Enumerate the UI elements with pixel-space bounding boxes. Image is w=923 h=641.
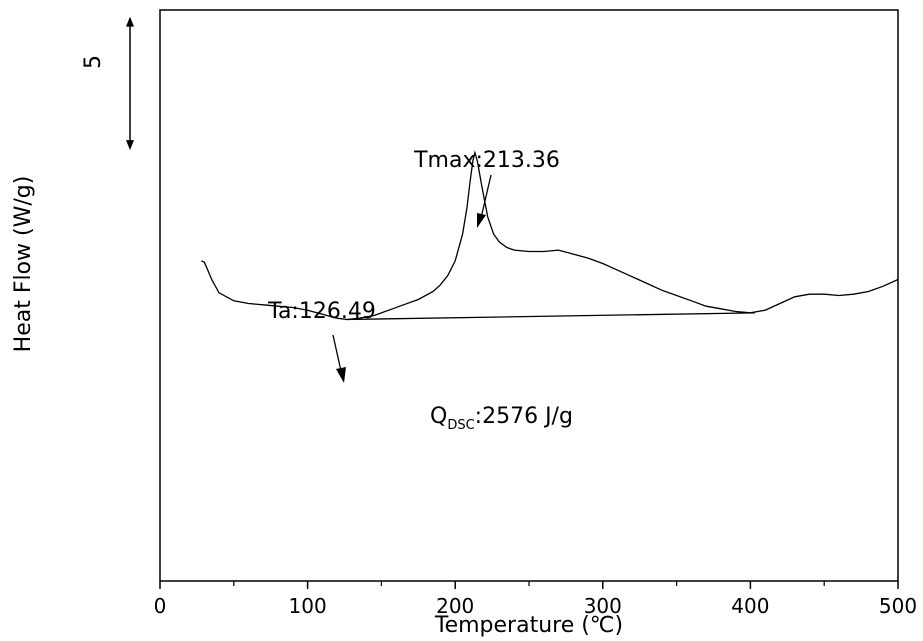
tmax-arrow-icon bbox=[477, 213, 486, 228]
x-tick-label: 100 bbox=[289, 594, 327, 618]
tmax-arrow-line bbox=[480, 174, 492, 219]
x-tick-label: 200 bbox=[436, 594, 474, 618]
x-tick-label: 0 bbox=[154, 594, 167, 618]
scale-bar-arrow-down-icon bbox=[126, 140, 134, 151]
x-tick-label: 400 bbox=[731, 594, 769, 618]
scale-bar: 5 bbox=[81, 16, 134, 151]
qdsc-subscript: DSC bbox=[447, 418, 474, 433]
qdsc-annotation: QDSC:2576 J/g bbox=[430, 404, 573, 433]
plot-frame bbox=[159, 9, 899, 582]
dsc-curve bbox=[201, 150, 899, 321]
y-axis-label: Heat Flow (W/g) bbox=[11, 176, 36, 353]
qdsc-rest: :2576 J/g bbox=[475, 404, 573, 429]
x-axis-ticks: 0 100 200 300 400 500 bbox=[154, 581, 917, 618]
ta-arrow-icon bbox=[336, 367, 346, 383]
x-axis-label: Temperature (℃) bbox=[434, 613, 623, 638]
scale-bar-label: 5 bbox=[81, 55, 106, 69]
ta-annotation: Ta:126.49 bbox=[267, 299, 376, 324]
x-tick-label: 500 bbox=[879, 594, 917, 618]
scale-bar-arrow-up-icon bbox=[126, 16, 134, 27]
ta-arrow-line bbox=[332, 334, 342, 372]
integration-baseline bbox=[346, 312, 755, 321]
tmax-annotation: Tmax:213.36 bbox=[413, 148, 560, 173]
x-tick-label: 300 bbox=[584, 594, 622, 618]
qdsc-main: Q bbox=[430, 404, 447, 429]
